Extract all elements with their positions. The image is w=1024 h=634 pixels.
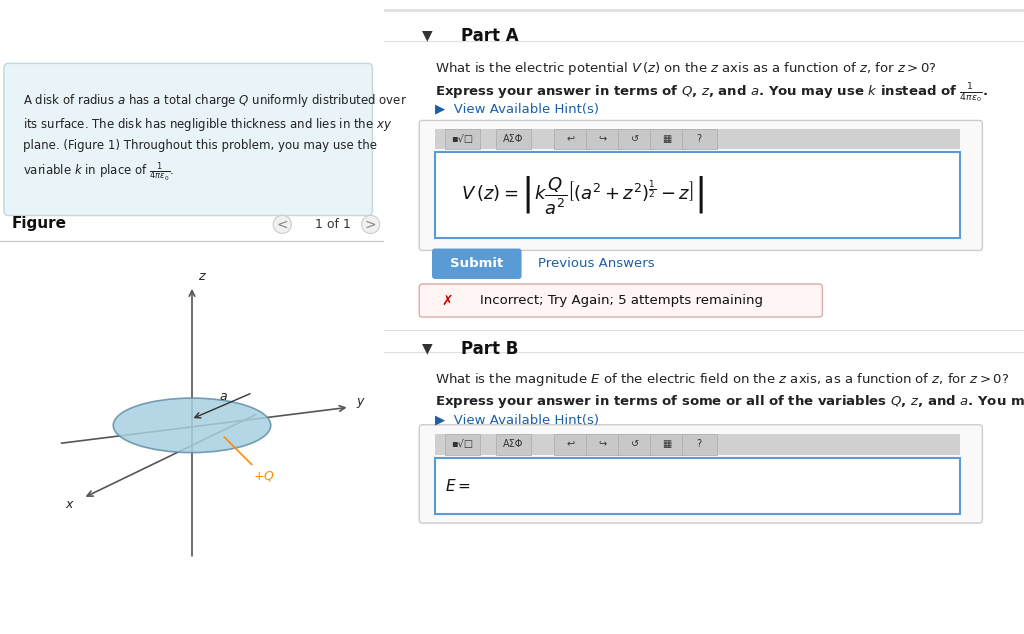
Text: ↩: ↩ [567,134,574,144]
FancyBboxPatch shape [444,434,480,455]
Text: Part A: Part A [461,27,518,45]
Text: Express your answer in terms of some or all of the variables $Q$, $z$, and $a$. : Express your answer in terms of some or … [435,392,1024,415]
FancyBboxPatch shape [682,129,717,149]
Text: What is the electric potential $V\,(z)$ on the $z$ axis as a function of $z$, fo: What is the electric potential $V\,(z)$ … [435,60,937,77]
Ellipse shape [114,398,270,453]
FancyBboxPatch shape [496,129,531,149]
Text: ▪√□: ▪√□ [451,439,473,450]
Text: What is the magnitude $E$ of the electric field on the $z$ axis, as a function o: What is the magnitude $E$ of the electri… [435,371,1010,388]
Text: $y$: $y$ [355,396,366,410]
FancyBboxPatch shape [496,434,531,455]
Text: ▶  View Available Hint(s): ▶ View Available Hint(s) [435,103,599,116]
Text: 1 of 1: 1 of 1 [315,218,351,231]
FancyBboxPatch shape [586,129,621,149]
Text: ↪: ↪ [599,439,607,450]
FancyBboxPatch shape [649,129,685,149]
Text: ΑΣΦ: ΑΣΦ [503,439,523,450]
Text: $z$: $z$ [198,270,207,283]
Text: $V\,(z) = \left| k\dfrac{Q}{a^2}\left[(a^2+z^2)^{\frac{1}{2}}-z\right]\right|$: $V\,(z) = \left| k\dfrac{Q}{a^2}\left[(a… [461,174,703,216]
Text: Express your answer in terms of $Q$, $z$, and $a$. You may use $k$ instead of $\: Express your answer in terms of $Q$, $z$… [435,81,988,105]
Text: ▦: ▦ [663,134,672,144]
Text: Part B: Part B [461,340,518,358]
FancyBboxPatch shape [554,434,589,455]
FancyBboxPatch shape [554,129,589,149]
Text: $E=$: $E=$ [444,477,471,494]
FancyBboxPatch shape [419,120,982,250]
FancyBboxPatch shape [419,284,822,317]
FancyBboxPatch shape [682,434,717,455]
FancyBboxPatch shape [617,434,653,455]
FancyBboxPatch shape [435,434,961,455]
Text: ▼: ▼ [422,341,433,355]
Text: ▶  View Available Hint(s): ▶ View Available Hint(s) [435,413,599,427]
Text: ▼: ▼ [422,29,433,42]
Text: Previous Answers: Previous Answers [538,257,654,270]
Text: Incorrect; Try Again; 5 attempts remaining: Incorrect; Try Again; 5 attempts remaini… [480,294,763,307]
FancyBboxPatch shape [4,63,373,216]
FancyBboxPatch shape [617,129,653,149]
FancyBboxPatch shape [419,425,982,523]
Text: +$Q$: +$Q$ [224,437,274,483]
Text: ?: ? [696,134,701,144]
Text: Submit: Submit [451,257,504,270]
Text: $x$: $x$ [65,498,75,511]
Text: $a$: $a$ [219,390,227,403]
Text: ΑΣΦ: ΑΣΦ [503,134,523,144]
Text: ↩: ↩ [567,439,574,450]
FancyBboxPatch shape [435,129,961,149]
Text: ↺: ↺ [631,134,639,144]
Text: ▪√□: ▪√□ [451,134,473,144]
FancyBboxPatch shape [586,434,621,455]
FancyBboxPatch shape [444,129,480,149]
FancyBboxPatch shape [649,434,685,455]
Text: ↪: ↪ [599,134,607,144]
FancyBboxPatch shape [435,458,961,514]
Text: ▦: ▦ [663,439,672,450]
Text: ?: ? [696,439,701,450]
Text: <: < [276,217,288,231]
Text: Figure: Figure [11,216,67,231]
Text: A disk of radius $a$ has a total charge $Q$ uniformly distributed over
its surfa: A disk of radius $a$ has a total charge … [23,92,408,184]
Text: ↺: ↺ [631,439,639,450]
FancyBboxPatch shape [435,152,961,238]
FancyBboxPatch shape [432,249,521,279]
Text: ✗: ✗ [441,294,454,307]
Text: >: > [365,217,377,231]
